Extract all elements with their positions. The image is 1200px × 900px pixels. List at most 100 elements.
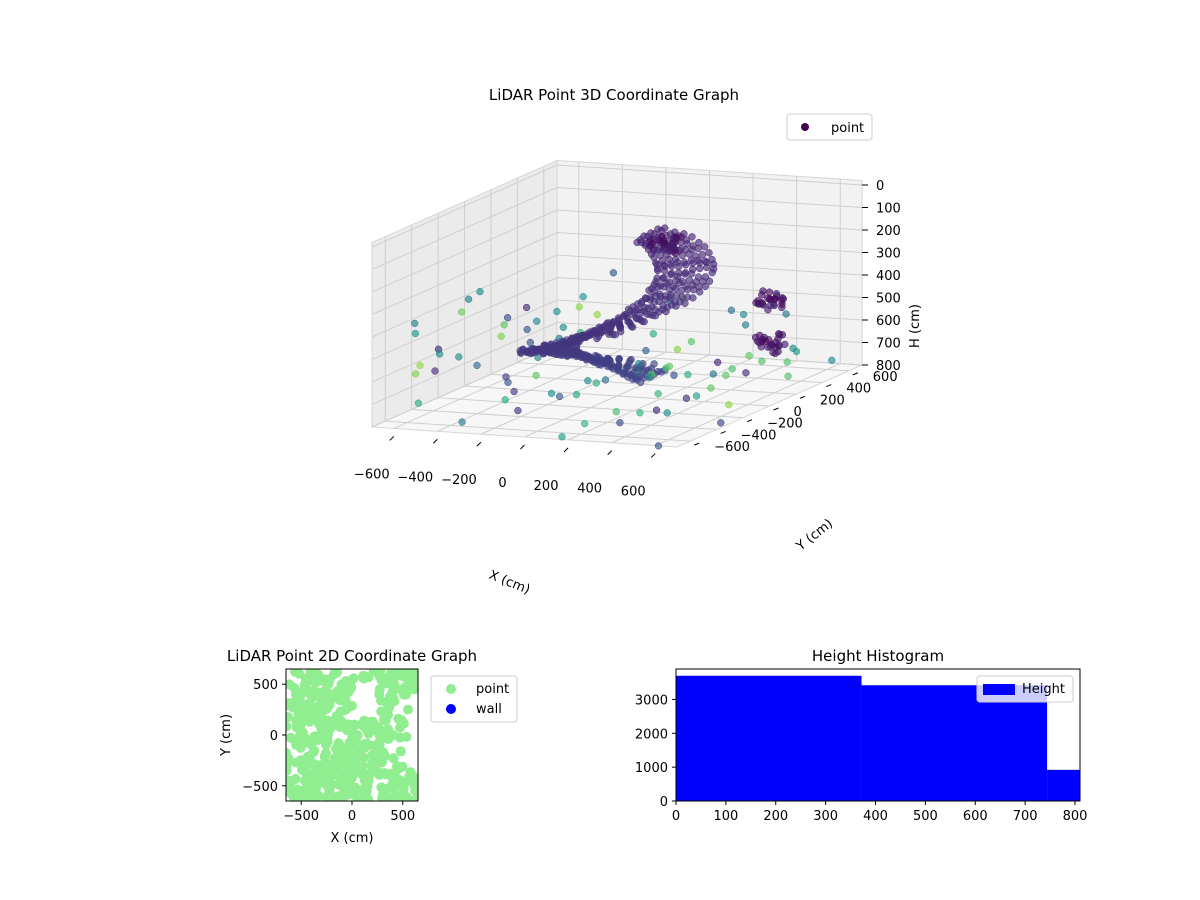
chart-3d-point xyxy=(533,317,541,325)
chart-3d-point xyxy=(663,409,671,417)
chart-2d-point xyxy=(383,734,394,744)
chart-3d-point xyxy=(784,372,792,380)
chart-2d-point xyxy=(360,739,371,749)
chart-2d-point xyxy=(338,748,349,759)
chart-3d-point xyxy=(416,361,424,370)
chart-3d-ytick-label: 600 xyxy=(873,370,898,385)
chart-3d-point xyxy=(497,332,505,340)
chart-3d-point xyxy=(435,350,444,358)
chart-2d-point xyxy=(363,775,374,786)
histogram-xtick-label: 800 xyxy=(1063,809,1088,824)
histogram-xtick-label: 200 xyxy=(763,809,788,824)
chart-2d-point xyxy=(357,784,368,795)
chart-2d-ticks: −500 0 500 −500 0 500 xyxy=(242,678,415,824)
chart-3d-xtick-label: −400 xyxy=(397,470,433,485)
chart-2d-point xyxy=(337,679,348,690)
chart-3d-point xyxy=(560,342,568,350)
chart-2d-point xyxy=(286,747,291,758)
chart-3d-point xyxy=(502,373,510,381)
chart-3d-point xyxy=(654,266,662,275)
histogram-xtick-label: 0 xyxy=(672,809,680,824)
chart-3d-point xyxy=(681,299,689,307)
chart-2d-point xyxy=(326,794,337,801)
chart-3d-point xyxy=(592,379,600,387)
histogram-bar xyxy=(1047,769,1080,801)
chart-2d-point xyxy=(388,671,399,681)
chart-3d-point xyxy=(579,293,587,301)
chart-3d-point xyxy=(547,389,556,398)
chart-2d-point xyxy=(295,720,306,730)
chart-3d-point xyxy=(681,261,690,269)
chart-2d-point xyxy=(376,782,387,793)
chart-3d-point xyxy=(670,371,678,379)
chart-3d-point xyxy=(616,419,624,427)
chart-2d-point xyxy=(394,775,405,785)
chart-3d-point xyxy=(707,384,715,392)
chart-2d-point xyxy=(311,780,322,791)
chart-3d-xtick xyxy=(433,438,438,444)
chart-3d-point xyxy=(676,279,684,287)
chart-2d-point xyxy=(368,757,379,768)
histogram-legend-box xyxy=(976,675,1074,703)
chart-2d-point xyxy=(337,778,347,789)
chart-3d-point xyxy=(727,306,736,314)
chart-2d-point xyxy=(363,672,374,683)
chart-3d-point xyxy=(652,406,661,414)
chart-3d-point xyxy=(593,310,601,319)
chart-3d-point xyxy=(526,338,534,347)
chart-2d-point xyxy=(369,766,380,777)
chart-3d-xtick xyxy=(476,441,482,447)
chart-3d-point xyxy=(705,249,713,257)
chart-3d-point xyxy=(687,269,696,278)
chart-2d-point xyxy=(371,741,381,752)
chart-3d-ytick xyxy=(720,430,726,434)
chart-3d: LiDAR Point 3D Coordinate Graph −600 −400… xyxy=(354,86,923,598)
chart-3d-point xyxy=(669,235,678,243)
chart-2d-point xyxy=(396,669,407,680)
chart-3d-ytick xyxy=(694,442,700,446)
chart-2d-point xyxy=(344,701,355,712)
chart-2d-title: LiDAR Point 2D Coordinate Graph xyxy=(227,647,477,665)
chart-2d-point xyxy=(354,793,365,801)
chart-3d-point xyxy=(694,244,702,253)
chart-3d-point xyxy=(742,369,750,377)
chart-3d-point xyxy=(678,286,686,295)
chart-2d-legend-wall-label: wall xyxy=(476,702,502,717)
chart-2d-point xyxy=(303,699,314,709)
chart-2d-xtick-label: 500 xyxy=(390,809,415,824)
chart-3d-point xyxy=(473,361,481,370)
chart-3d-point xyxy=(476,287,484,296)
chart-2d-point xyxy=(311,763,322,774)
chart-3d-point xyxy=(659,237,667,245)
chart-3d-point xyxy=(701,243,709,251)
chart-3d-point xyxy=(696,288,704,296)
chart-3d-ztick-label: 200 xyxy=(876,224,901,239)
chart-2d-point xyxy=(297,727,308,738)
chart-2d-point xyxy=(335,706,346,717)
chart-3d-point xyxy=(570,337,579,345)
chart-3d-point xyxy=(682,394,691,402)
histogram-bars xyxy=(676,675,1080,801)
chart-3d-point xyxy=(636,409,644,417)
chart-3d-point xyxy=(654,390,662,398)
histogram-ytick-label: 1000 xyxy=(635,761,668,776)
chart-3d-ztick-label: 800 xyxy=(876,359,901,374)
chart-3d-point xyxy=(528,345,536,353)
histogram-xtick-label: 700 xyxy=(1013,809,1038,824)
chart-3d-point xyxy=(584,377,592,385)
chart-3d-point xyxy=(767,340,776,348)
chart-3d-point xyxy=(514,406,522,415)
chart-2d-point xyxy=(367,749,378,760)
chart-3d-point xyxy=(741,321,750,329)
chart-2d-point xyxy=(358,752,369,763)
chart-3d-point xyxy=(775,331,784,339)
chart-2d-point xyxy=(287,784,298,795)
chart-3d-xtick xyxy=(389,436,395,441)
chart-3d-point xyxy=(751,333,760,342)
chart-2d-point xyxy=(344,784,355,795)
chart-3d-ytick-label: 200 xyxy=(820,393,845,408)
chart-2d-point xyxy=(347,772,357,783)
chart-2d-point xyxy=(316,704,327,715)
chart-3d-point xyxy=(703,263,711,272)
chart-3d-point xyxy=(458,418,466,426)
